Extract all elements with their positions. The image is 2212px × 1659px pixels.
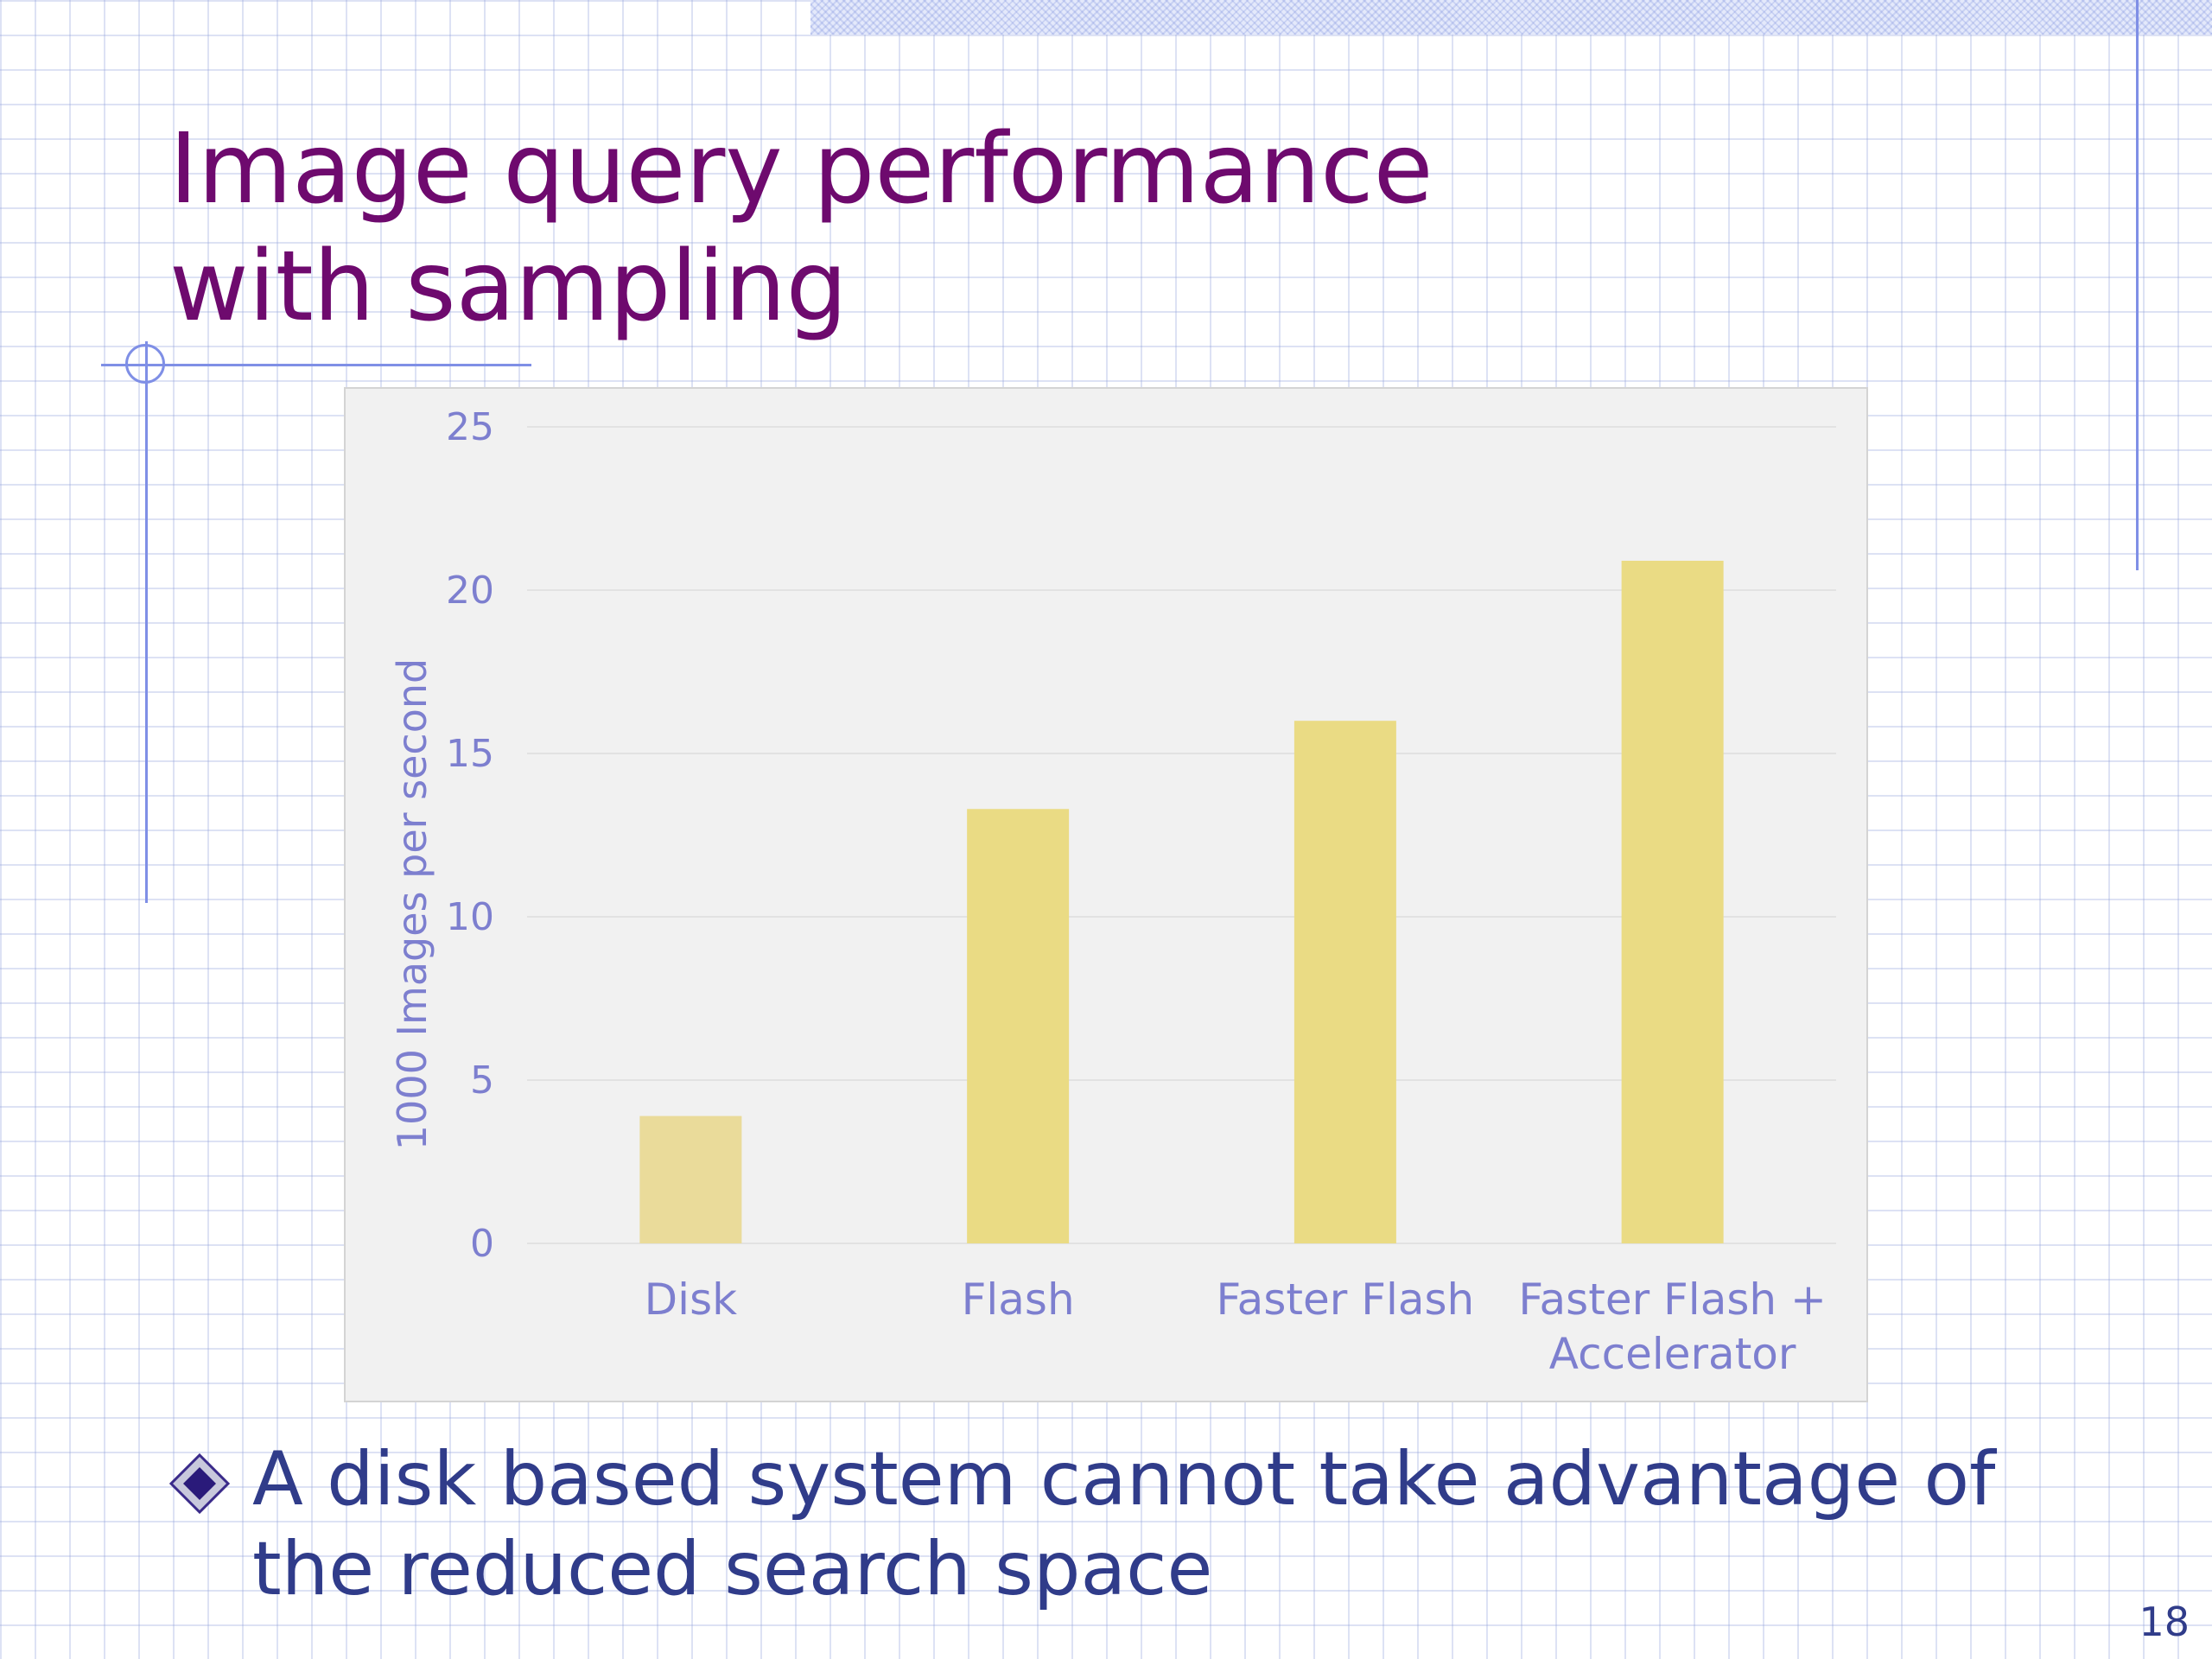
bar-1 [967,809,1070,1243]
x-category-label: Flash [962,1274,1075,1325]
y-tick-label: 5 [470,1058,494,1103]
x-category-label: Disk [645,1274,737,1325]
bullet-text: A disk based system cannot take advantag… [252,1434,2153,1614]
x-category-label: Accelerator [1549,1329,1796,1379]
page-number: 18 [2139,1599,2190,1645]
diamond-bullet-icon [169,1453,230,1514]
slide-title-line-1: Image query performance [169,113,1433,226]
decorative-vertical-line-right [2136,0,2139,570]
x-category-label: Faster Flash + [1518,1274,1827,1325]
y-tick-label: 0 [470,1222,494,1266]
y-tick-label: 25 [446,405,494,449]
bullet-text-line-1: A disk based system cannot take advantag… [252,1436,1996,1522]
decorative-vertical-line-left [145,341,148,903]
y-axis-label: 1000 Images per second [389,658,435,1150]
bar-chart-svg: 0 5 10 15 20 25 Disk Flash Faster Flash Faster Fl… [389,405,1836,1379]
slide-title-line-2: with sampling [169,231,848,343]
bar-0 [639,1116,742,1243]
header-pattern-band [810,0,2212,35]
bar-chart: 0 5 10 15 20 25 Disk Flash Faster Flash Faster Fl… [344,387,1868,1402]
bar-3 [1621,560,1724,1243]
slide-title: Image query performance with sampling [169,111,1638,346]
x-category-label: Faster Flash [1217,1274,1475,1325]
decorative-circle [125,344,165,384]
bullet-text-line-2: the reduced search space [252,1526,1213,1612]
decorative-horizontal-line [101,364,531,366]
bar-2 [1294,721,1396,1243]
y-tick-label: 10 [446,895,494,939]
y-tick-label: 20 [446,569,494,613]
y-tick-label: 15 [446,732,494,776]
